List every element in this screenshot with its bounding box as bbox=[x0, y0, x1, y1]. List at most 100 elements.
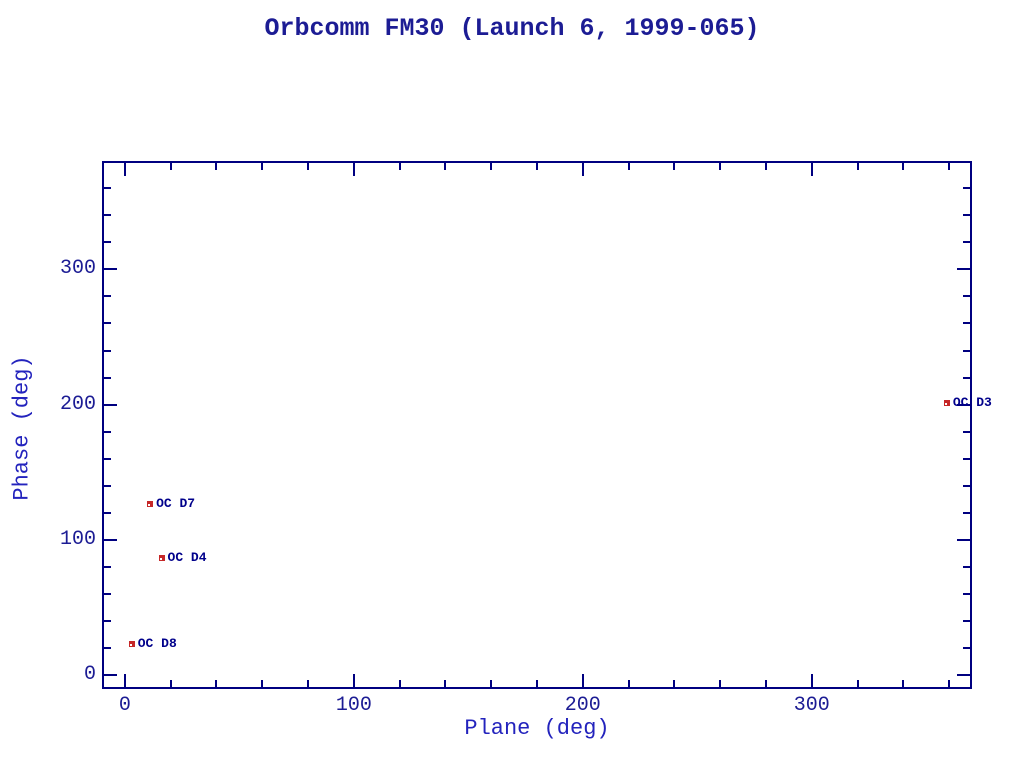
y-tick-major bbox=[957, 674, 970, 676]
x-tick-major bbox=[124, 163, 126, 176]
x-tick-minor bbox=[261, 680, 263, 687]
y-tick-minor bbox=[104, 377, 111, 379]
point-marker bbox=[158, 554, 165, 561]
y-tick-minor bbox=[963, 377, 970, 379]
x-tick-minor bbox=[170, 163, 172, 170]
y-tick-minor bbox=[104, 350, 111, 352]
y-tick-minor bbox=[104, 485, 111, 487]
y-tick-minor bbox=[963, 512, 970, 514]
y-tick-minor bbox=[104, 458, 111, 460]
x-tick-minor bbox=[399, 163, 401, 170]
y-tick-minor bbox=[104, 295, 111, 297]
y-tick-minor bbox=[104, 322, 111, 324]
marker-highlight bbox=[944, 403, 947, 406]
x-tick-major bbox=[353, 163, 355, 176]
x-tick-minor bbox=[765, 680, 767, 687]
plot-area bbox=[102, 161, 972, 689]
y-tick-minor bbox=[963, 458, 970, 460]
y-tick-major bbox=[957, 539, 970, 541]
y-tick-minor bbox=[963, 485, 970, 487]
x-tick-minor bbox=[307, 680, 309, 687]
point-label: OC D4 bbox=[167, 549, 207, 565]
y-tick-minor bbox=[963, 241, 970, 243]
x-tick-major bbox=[124, 674, 126, 687]
y-tick-major bbox=[957, 404, 970, 406]
x-tick-minor bbox=[765, 163, 767, 170]
x-tick-minor bbox=[857, 163, 859, 170]
point-label: OC D3 bbox=[952, 395, 992, 411]
chart-title: Orbcomm FM30 (Launch 6, 1999-065) bbox=[264, 14, 760, 43]
x-tick-minor bbox=[673, 680, 675, 687]
y-tick-minor bbox=[104, 593, 111, 595]
x-tick-major bbox=[582, 674, 584, 687]
y-tick-label: 0 bbox=[83, 663, 96, 687]
y-tick-minor bbox=[963, 620, 970, 622]
y-tick-minor bbox=[104, 187, 111, 189]
x-tick-major bbox=[811, 163, 813, 176]
point-label: OC D7 bbox=[156, 495, 196, 511]
x-tick-minor bbox=[902, 163, 904, 170]
x-axis-label: Plane (deg) bbox=[464, 716, 610, 741]
x-tick-minor bbox=[673, 163, 675, 170]
y-tick-major bbox=[104, 268, 117, 270]
x-tick-minor bbox=[628, 680, 630, 687]
y-tick-minor bbox=[104, 214, 111, 216]
y-tick-label: 100 bbox=[59, 528, 96, 552]
x-tick-major bbox=[353, 674, 355, 687]
x-tick-minor bbox=[215, 680, 217, 687]
x-tick-minor bbox=[628, 163, 630, 170]
y-tick-minor bbox=[963, 566, 970, 568]
point-label: OC D8 bbox=[137, 636, 177, 652]
x-tick-minor bbox=[948, 163, 950, 170]
x-tick-minor bbox=[444, 163, 446, 170]
x-tick-minor bbox=[536, 163, 538, 170]
y-tick-minor bbox=[104, 512, 111, 514]
x-tick-minor bbox=[444, 680, 446, 687]
x-tick-minor bbox=[307, 163, 309, 170]
y-tick-major bbox=[104, 404, 117, 406]
y-axis-label: Phase (deg) bbox=[9, 355, 35, 501]
y-tick-minor bbox=[963, 647, 970, 649]
marker-highlight bbox=[148, 503, 151, 506]
marker-highlight bbox=[129, 644, 132, 647]
x-tick-minor bbox=[857, 680, 859, 687]
y-tick-major bbox=[957, 268, 970, 270]
y-tick-minor bbox=[104, 431, 111, 433]
x-tick-label: 200 bbox=[564, 694, 601, 717]
y-tick-minor bbox=[104, 620, 111, 622]
x-tick-minor bbox=[215, 163, 217, 170]
y-tick-minor bbox=[104, 566, 111, 568]
point-marker bbox=[147, 500, 154, 507]
y-tick-minor bbox=[104, 647, 111, 649]
x-tick-minor bbox=[490, 163, 492, 170]
x-tick-minor bbox=[902, 680, 904, 687]
x-tick-minor bbox=[719, 680, 721, 687]
x-tick-minor bbox=[719, 163, 721, 170]
x-tick-minor bbox=[536, 680, 538, 687]
marker-highlight bbox=[159, 557, 162, 560]
y-tick-minor bbox=[963, 214, 970, 216]
x-tick-major bbox=[582, 163, 584, 176]
point-marker bbox=[128, 641, 135, 648]
y-tick-minor bbox=[963, 431, 970, 433]
x-tick-minor bbox=[948, 680, 950, 687]
x-tick-label: 100 bbox=[335, 694, 372, 717]
x-tick-minor bbox=[170, 680, 172, 687]
y-tick-minor bbox=[963, 593, 970, 595]
y-tick-minor bbox=[104, 241, 111, 243]
y-tick-label: 200 bbox=[59, 392, 96, 416]
y-tick-minor bbox=[963, 322, 970, 324]
y-tick-major bbox=[104, 539, 117, 541]
y-tick-minor bbox=[963, 295, 970, 297]
x-tick-minor bbox=[261, 163, 263, 170]
y-tick-minor bbox=[963, 350, 970, 352]
x-tick-minor bbox=[399, 680, 401, 687]
x-tick-minor bbox=[490, 680, 492, 687]
x-tick-label: 300 bbox=[793, 694, 830, 717]
y-tick-label: 300 bbox=[59, 257, 96, 281]
point-marker bbox=[943, 400, 950, 407]
y-tick-major bbox=[104, 674, 117, 676]
x-tick-major bbox=[811, 674, 813, 687]
y-tick-minor bbox=[963, 187, 970, 189]
